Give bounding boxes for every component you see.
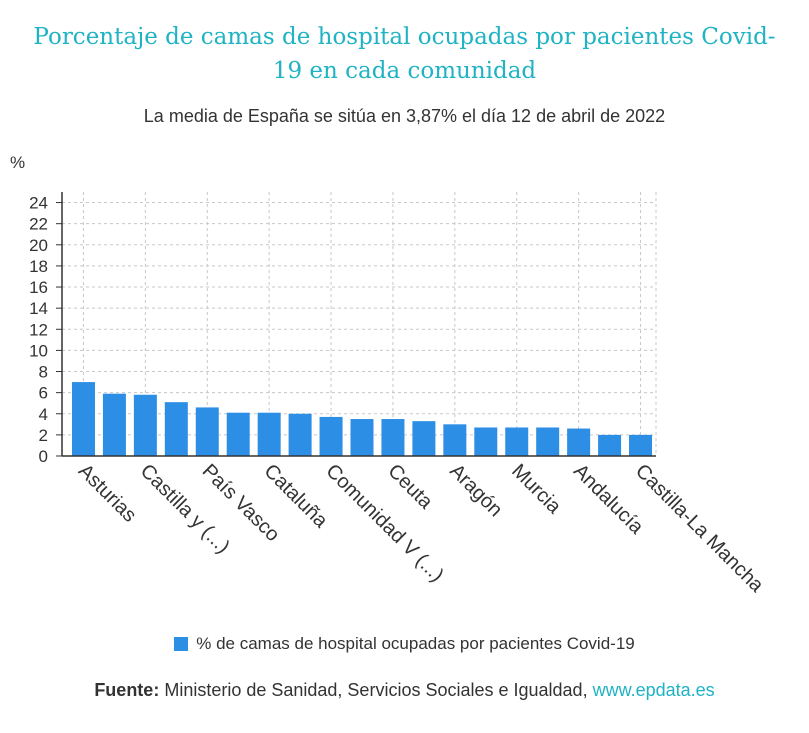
- bar: [598, 434, 622, 456]
- y-tick-label: 24: [29, 194, 48, 213]
- y-tick-label: 16: [29, 278, 48, 297]
- chart-title: Porcentaje de camas de hospital ocupadas…: [33, 24, 776, 84]
- x-tick-label: Aragón: [445, 460, 506, 521]
- bar: [567, 428, 591, 456]
- y-tick-label: 22: [29, 215, 48, 234]
- bar: [536, 427, 560, 456]
- bar: [629, 434, 653, 456]
- source-line: Fuente: Ministerio de Sanidad, Servicios…: [0, 680, 809, 701]
- bar: [319, 416, 343, 456]
- bar: [288, 413, 312, 456]
- y-tick-label: 6: [39, 384, 48, 403]
- bar: [102, 393, 126, 456]
- source-text: Ministerio de Sanidad, Servicios Sociale…: [164, 680, 588, 700]
- legend-swatch: [174, 637, 189, 651]
- y-tick-label: 18: [29, 257, 48, 276]
- y-tick-label: 4: [39, 405, 48, 424]
- bar: [350, 419, 374, 456]
- chart-subtitle: La media de España se sitúa en 3,87% el …: [143, 106, 666, 126]
- bar: [226, 412, 250, 456]
- bar: [257, 412, 281, 456]
- legend[interactable]: % de camas de hospital ocupadas por paci…: [0, 634, 809, 654]
- bar: [71, 382, 95, 456]
- x-tick-label: Comunidad V (...): [322, 460, 448, 586]
- y-axis-label: %: [10, 153, 25, 172]
- y-tick-label: 10: [29, 341, 48, 360]
- y-tick-label: 14: [29, 299, 48, 318]
- chart-axes: [61, 192, 656, 457]
- x-tick-label: Ceuta: [383, 460, 437, 514]
- bar: [443, 424, 467, 456]
- y-tick-label: 8: [39, 363, 48, 382]
- bar: [164, 402, 188, 456]
- legend-label: % de camas de hospital ocupadas por paci…: [196, 634, 635, 653]
- bar: [505, 427, 529, 456]
- chart-bars: [71, 382, 653, 456]
- y-tick-label: 12: [29, 320, 48, 339]
- x-tick-label: Castilla-La Mancha: [631, 460, 768, 597]
- y-tick-label: 0: [39, 447, 48, 466]
- source-label: Fuente:: [94, 680, 160, 700]
- chart-grid: [62, 192, 657, 456]
- bar: [474, 427, 498, 456]
- x-tick-label: Murcia: [507, 460, 566, 519]
- source-link[interactable]: www.epdata.es: [592, 680, 715, 700]
- y-tick-label: 20: [29, 236, 48, 255]
- bar: [412, 421, 436, 456]
- y-tick-label: 2: [39, 426, 48, 445]
- bar: [381, 419, 405, 456]
- bar: [195, 407, 219, 456]
- x-tick-label: Asturias: [74, 460, 141, 527]
- bar: [133, 394, 157, 456]
